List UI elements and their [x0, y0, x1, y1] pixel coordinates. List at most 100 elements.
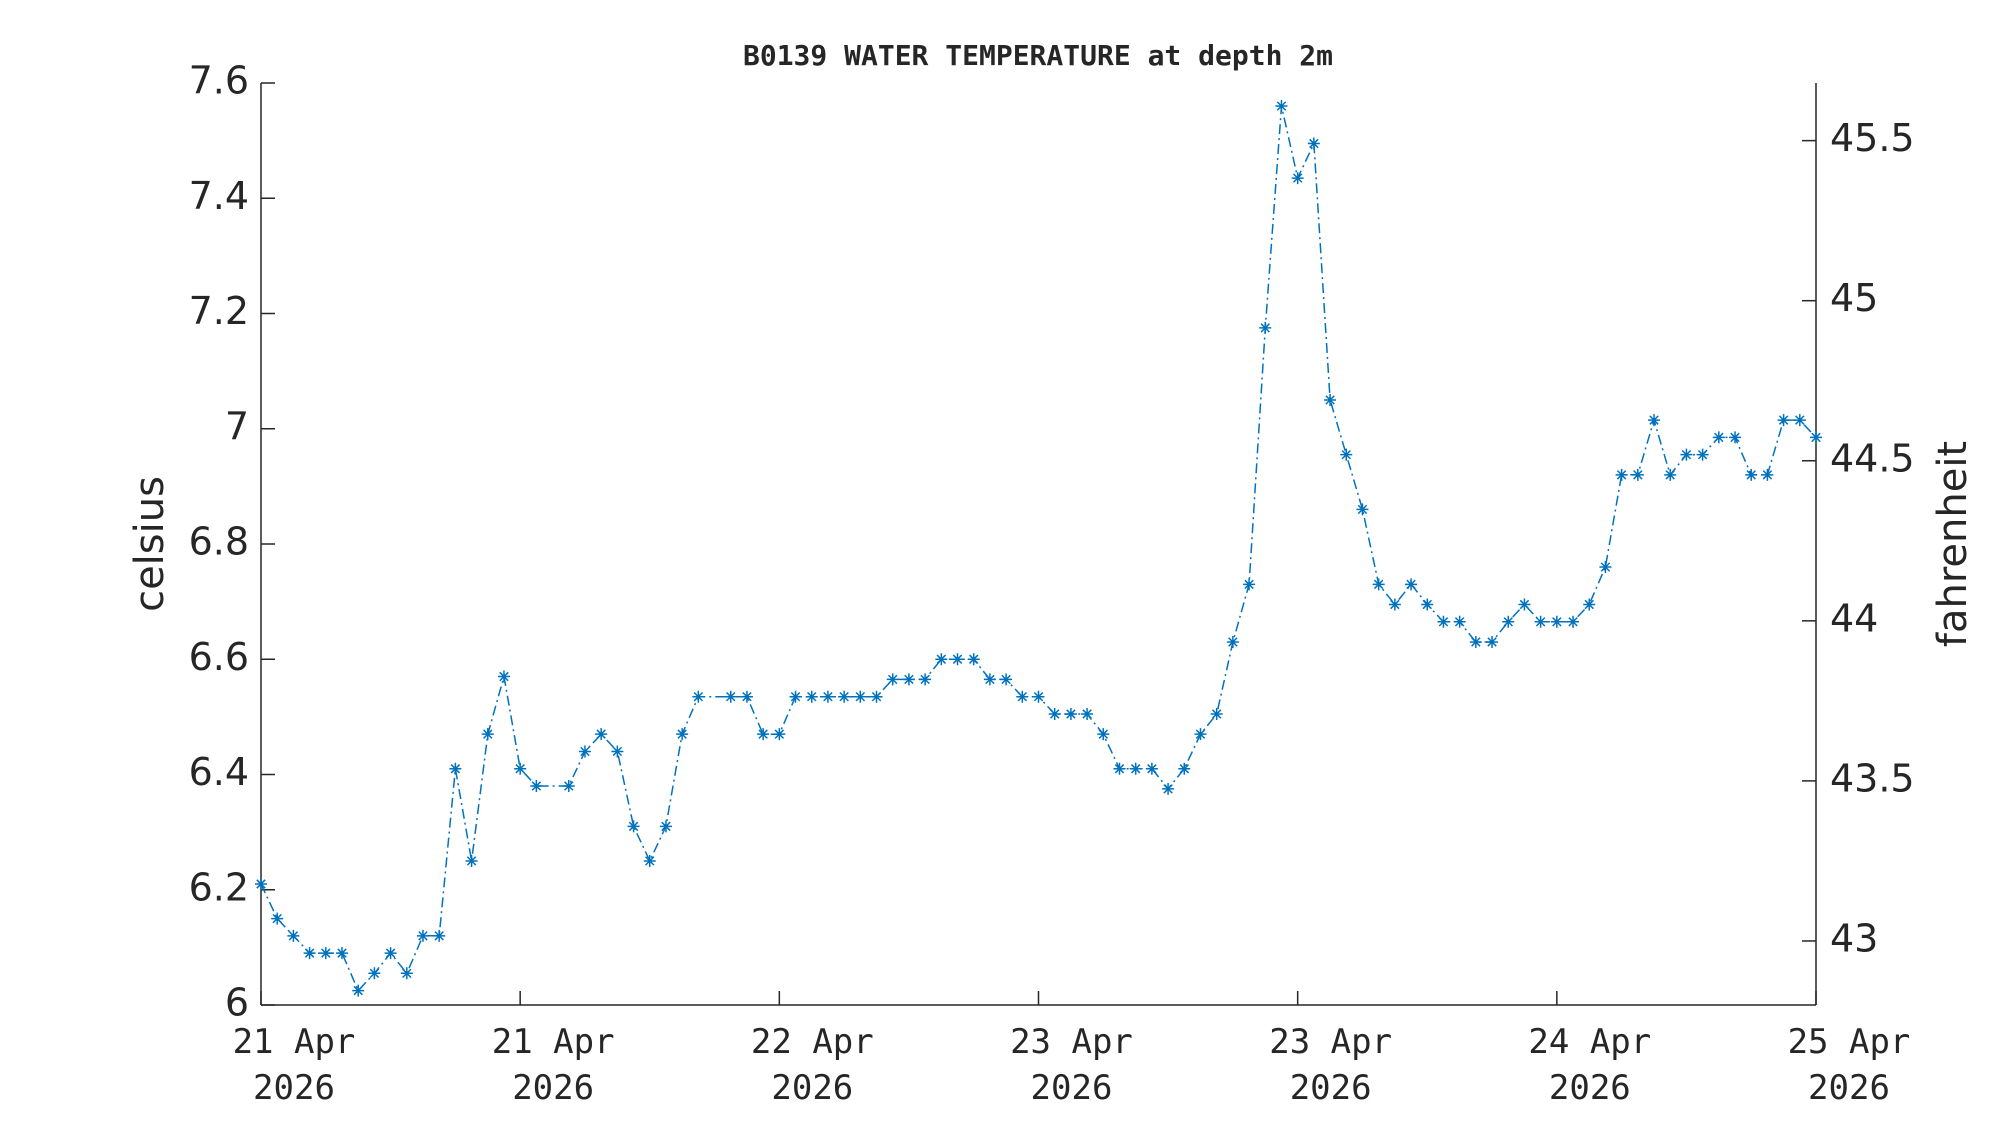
- data-marker: [643, 854, 656, 867]
- data-marker: [1307, 137, 1320, 150]
- data-marker: [1129, 762, 1142, 775]
- data-marker: [1469, 635, 1482, 648]
- data-marker: [1502, 615, 1515, 628]
- y-tick-label: 6.2: [189, 865, 249, 909]
- data-marker: [740, 690, 753, 703]
- data-marker: [1664, 468, 1677, 481]
- x-tick-label: 21 Apr 2026: [491, 1022, 615, 1108]
- data-marker: [838, 690, 851, 703]
- y-tick-label: 6.6: [189, 635, 249, 679]
- data-marker: [530, 780, 543, 793]
- data-marker: [854, 690, 867, 703]
- data-marker: [886, 673, 899, 686]
- data-marker: [870, 690, 883, 703]
- x-tick-label: 25 Apr 2026: [1787, 1022, 1911, 1108]
- y-tick-label: 7.2: [189, 289, 249, 333]
- data-marker: [1097, 728, 1110, 741]
- y2-tick-label: 44.5: [1830, 436, 1915, 480]
- y-axis-label: celsius: [127, 476, 173, 612]
- data-marker: [1810, 431, 1822, 444]
- data-marker: [1631, 468, 1644, 481]
- data-marker: [1032, 690, 1045, 703]
- data-marker: [416, 929, 429, 942]
- data-marker: [352, 984, 365, 997]
- data-marker: [1194, 728, 1207, 741]
- data-marker: [1372, 578, 1385, 591]
- data-marker: [1712, 431, 1725, 444]
- data-marker: [983, 673, 996, 686]
- data-marker: [1729, 431, 1742, 444]
- data-marker: [1405, 578, 1418, 591]
- data-marker: [1226, 635, 1239, 648]
- data-marker: [611, 745, 624, 758]
- y-tick-label: 6.8: [189, 520, 249, 564]
- data-marker: [595, 728, 608, 741]
- data-marker: [1567, 615, 1580, 628]
- x-tick-label: 21 Apr 2026: [232, 1022, 356, 1108]
- x-tick-label: 24 Apr 2026: [1528, 1022, 1652, 1108]
- data-marker: [1518, 598, 1531, 611]
- x-tick-label: 23 Apr 2026: [1269, 1022, 1393, 1108]
- data-marker: [1421, 598, 1434, 611]
- data-marker: [805, 690, 818, 703]
- data-marker: [1648, 414, 1661, 427]
- y-tick-label: 6.4: [189, 750, 249, 794]
- data-marker: [789, 690, 802, 703]
- data-line: [260, 105, 1817, 992]
- data-marker: [692, 690, 705, 703]
- data-marker: [773, 728, 786, 741]
- data-marker: [1599, 561, 1612, 574]
- data-marker: [303, 947, 316, 960]
- data-marker: [1243, 578, 1256, 591]
- data-marker: [481, 728, 494, 741]
- data-marker: [967, 653, 980, 666]
- x-tick-label: 23 Apr 2026: [1010, 1022, 1133, 1108]
- data-marker: [1340, 448, 1353, 461]
- data-marker: [1324, 393, 1337, 406]
- data-marker: [1550, 615, 1563, 628]
- data-marker: [757, 728, 770, 741]
- data-marker: [255, 877, 267, 890]
- data-marker: [465, 854, 478, 867]
- data-marker: [287, 929, 300, 942]
- data-marker: [676, 728, 689, 741]
- data-marker: [1745, 468, 1758, 481]
- data-marker: [1210, 707, 1223, 720]
- data-marker: [578, 745, 591, 758]
- y2-axis-label: fahrenheit: [1930, 441, 1976, 647]
- data-marker: [1000, 673, 1013, 686]
- data-marker: [1178, 762, 1191, 775]
- y2-tick-label: 45: [1830, 276, 1878, 320]
- data-marker: [1534, 615, 1547, 628]
- data-marker: [1016, 690, 1029, 703]
- data-marker: [1615, 468, 1628, 481]
- data-marker: [514, 762, 527, 775]
- y-tick-label: 6: [225, 981, 249, 1025]
- data-marker: [1761, 468, 1774, 481]
- data-marker: [1486, 635, 1499, 648]
- x-tick-label: 22 Apr 2026: [750, 1022, 874, 1108]
- data-marker: [1081, 707, 1094, 720]
- y-tick-label: 7.4: [189, 174, 249, 218]
- data-marker: [1064, 707, 1077, 720]
- data-marker: [562, 780, 575, 793]
- y2-tick-label: 43: [1830, 916, 1878, 960]
- data-marker: [1696, 448, 1709, 461]
- data-marker: [1583, 598, 1596, 611]
- data-marker: [1793, 414, 1806, 427]
- data-marker: [821, 690, 834, 703]
- data-marker: [449, 762, 462, 775]
- data-marker: [627, 820, 640, 833]
- data-marker: [1437, 615, 1450, 628]
- y2-tick-label: 45.5: [1830, 116, 1915, 160]
- data-marker: [1388, 598, 1401, 611]
- data-marker: [1275, 100, 1288, 113]
- data-marker: [1145, 762, 1158, 775]
- data-marker: [935, 653, 948, 666]
- data-marker: [1777, 414, 1790, 427]
- data-marker: [497, 670, 510, 683]
- data-marker: [1259, 321, 1272, 334]
- y-tick-label: 7.6: [189, 59, 249, 103]
